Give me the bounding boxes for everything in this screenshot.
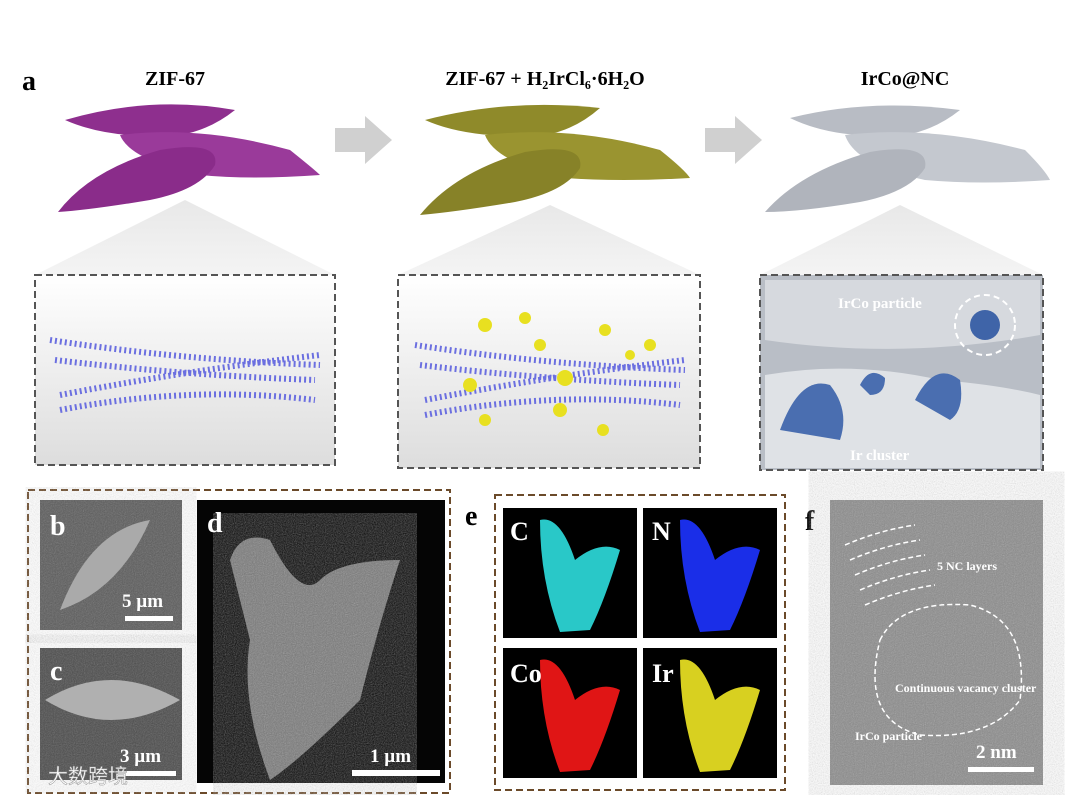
scale-bar — [352, 770, 440, 776]
ir-particles — [463, 312, 656, 436]
panel-label: a — [22, 66, 36, 97]
element-label: Co — [510, 659, 542, 688]
sheets — [58, 104, 1050, 215]
scale-bar-label: 3 µm — [120, 746, 161, 767]
irco-scene — [765, 280, 1040, 468]
scale-bar-label: 2 nm — [976, 742, 1017, 763]
panel-label: f — [805, 506, 815, 537]
tem-texture — [830, 500, 1043, 785]
element-label: Ir — [652, 659, 674, 688]
annotation: 5 NC layers — [937, 559, 997, 573]
sem-shape — [45, 680, 180, 720]
tem-outlines — [844, 524, 1023, 737]
scale-bar — [125, 616, 173, 621]
watermark: 大数跨境 — [48, 764, 128, 788]
fans — [35, 200, 1043, 275]
panel-frame — [494, 494, 786, 791]
panel-label: b — [50, 511, 66, 542]
panel-label: d — [207, 508, 223, 539]
annotation: Continuous vacancy cluster — [895, 681, 1037, 695]
element-label: N — [652, 517, 671, 546]
sem-shape — [60, 520, 150, 610]
annotation: Ir cluster — [850, 448, 910, 464]
annotation: IrCo particle — [855, 729, 923, 743]
scale-bar — [968, 767, 1034, 772]
step-title: ZIF-67 + H₂IrCl₆·6H₂O — [445, 68, 644, 90]
element-label: C — [510, 517, 529, 546]
eds-maps — [503, 508, 777, 778]
panel-frame — [27, 489, 451, 794]
annotation: IrCo particle — [838, 296, 922, 312]
arrows — [335, 116, 762, 164]
stem-texture — [230, 537, 400, 780]
scale-bar — [118, 771, 176, 776]
scale-bar-label: 1 µm — [370, 746, 411, 767]
panel-label: e — [465, 501, 477, 532]
step-title: ZIF-67 — [145, 68, 205, 90]
step-title: IrCo@NC — [861, 68, 950, 90]
panel-label: c — [50, 656, 62, 687]
scale-bar-label: 5 µm — [122, 591, 163, 612]
